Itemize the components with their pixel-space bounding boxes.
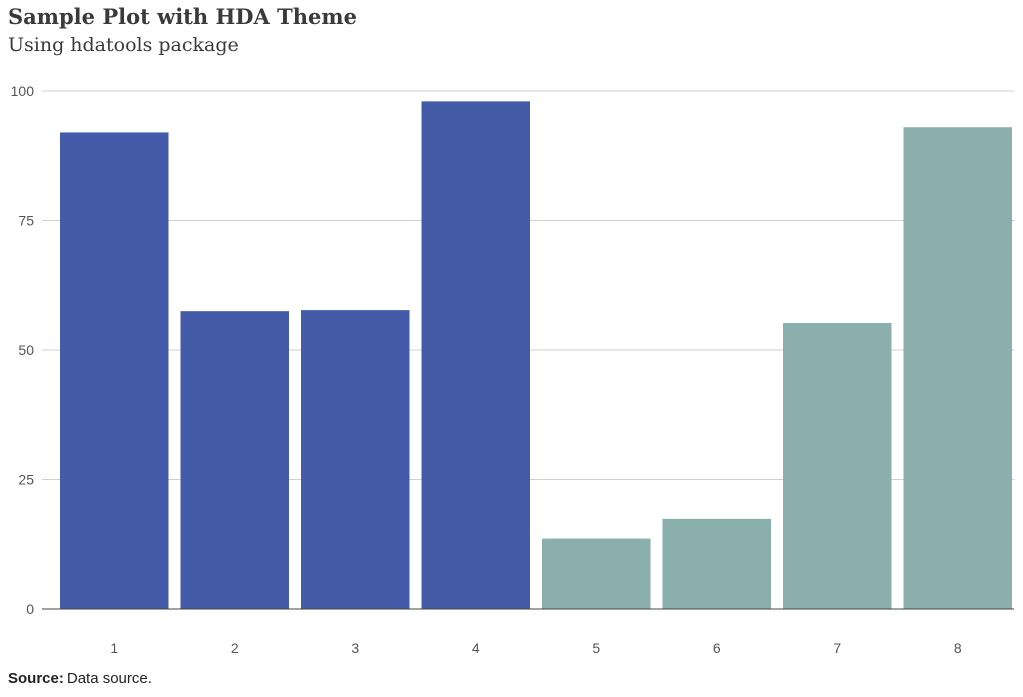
bar — [180, 311, 289, 609]
chart-subtitle: Using hdatools package — [8, 34, 239, 56]
bar — [60, 132, 169, 609]
bars — [60, 101, 1012, 610]
source-caption: Source: Data source. — [8, 670, 152, 687]
x-tick-label: 8 — [954, 640, 962, 656]
y-tick-label: 75 — [18, 213, 34, 229]
x-tick-label: 4 — [472, 640, 480, 656]
x-tick-label: 5 — [592, 640, 600, 656]
y-tick-label: 0 — [26, 601, 34, 617]
x-tick-label: 2 — [231, 640, 239, 656]
x-tick-label: 3 — [351, 640, 359, 656]
bar — [542, 538, 651, 609]
bar — [301, 310, 410, 609]
x-tick-label: 1 — [110, 640, 118, 656]
chart-title: Sample Plot with HDA Theme — [8, 4, 357, 29]
bar — [662, 518, 771, 609]
caption-text: Data source. — [66, 670, 152, 687]
x-tick-label: 6 — [713, 640, 721, 656]
bar — [903, 127, 1012, 609]
y-tick-label: 25 — [18, 472, 34, 488]
y-tick-label: 50 — [18, 342, 34, 358]
axes: 0 25 50 75 100 1 2 3 4 5 6 7 8 — [11, 83, 1014, 656]
caption-label: Source: — [8, 670, 64, 687]
bar — [783, 323, 892, 609]
bar — [421, 101, 530, 610]
x-tick-label: 7 — [833, 640, 841, 656]
y-tick-label: 100 — [11, 83, 35, 99]
